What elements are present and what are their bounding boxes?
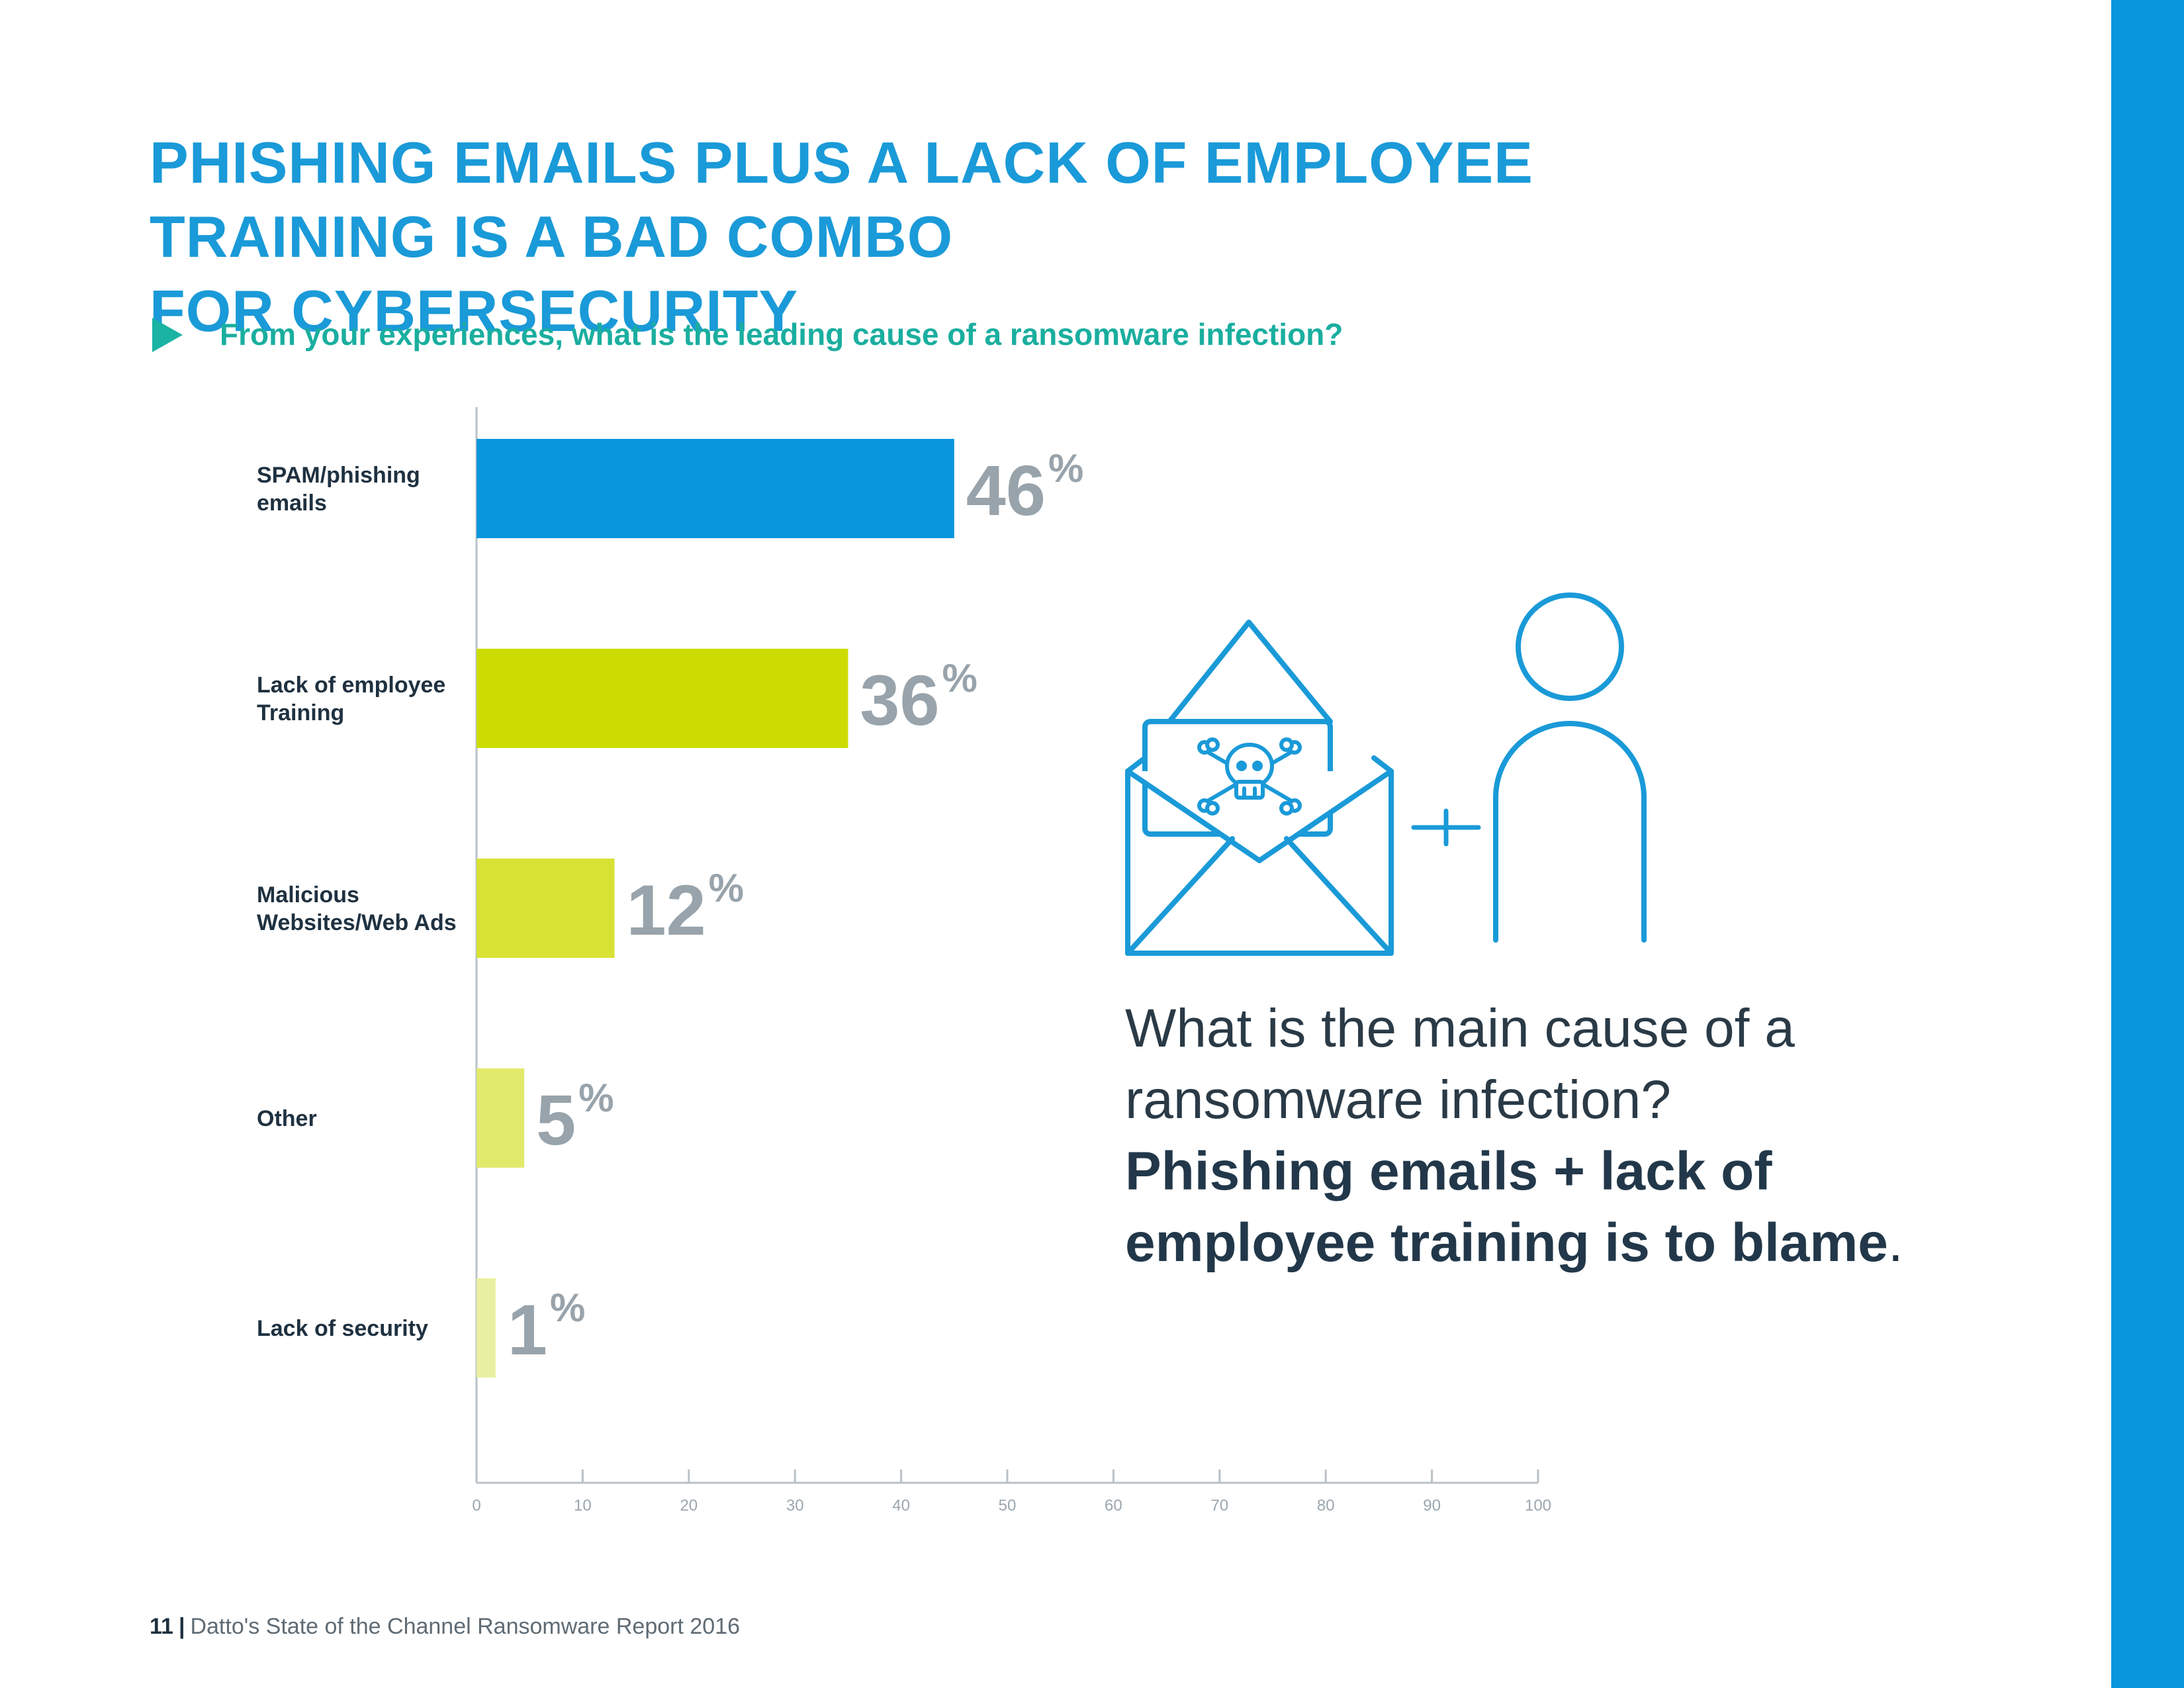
x-tick-label: 70 — [1210, 1497, 1228, 1515]
category-label: Lack of security — [257, 1316, 428, 1341]
value-suffix: % — [942, 656, 978, 700]
page-number: 11 — [150, 1614, 173, 1639]
x-tick-label: 100 — [1525, 1497, 1551, 1515]
callout-period: . — [1888, 1213, 1903, 1273]
callout-line-1: What is the main cause of a — [1125, 998, 1795, 1058]
callout-line-3: Phishing emails + lack of — [1125, 1141, 1772, 1201]
callout-line-4: employee training is to blame — [1125, 1213, 1888, 1273]
value-label: 5 — [536, 1080, 576, 1160]
bar-4 — [477, 1278, 496, 1378]
category-label: SPAM/phishing — [257, 463, 420, 488]
callout-line-2: ransomware infection? — [1125, 1070, 1671, 1130]
x-tick-label: 20 — [680, 1497, 698, 1515]
person-icon — [1493, 592, 1647, 943]
x-tick-label: 90 — [1423, 1497, 1441, 1515]
value-suffix: % — [578, 1076, 614, 1120]
title-line-2: FOR CYBERSECURITY — [150, 278, 799, 344]
page-title: PHISHING EMAILS PLUS A LACK OF EMPLOYEE … — [150, 126, 1804, 348]
side-accent-band — [2111, 0, 2184, 1688]
x-tick-label: 0 — [472, 1497, 480, 1515]
callout-text: What is the main cause of a ransomware i… — [1125, 993, 2052, 1279]
bar-3 — [477, 1068, 525, 1168]
category-label: Lack of employee — [257, 673, 445, 698]
envelope-skull-icon — [1125, 620, 1394, 956]
value-label: 46 — [966, 450, 1046, 530]
title-line-1: PHISHING EMAILS PLUS A LACK OF EMPLOYEE … — [150, 130, 1533, 269]
bar-2 — [477, 859, 615, 958]
footer-text: Datto's State of the Channel Ransomware … — [190, 1614, 740, 1639]
category-label: Training — [257, 700, 344, 726]
x-tick-label: 10 — [574, 1497, 592, 1515]
x-tick-label: 60 — [1105, 1497, 1122, 1515]
category-label: Malicious — [257, 882, 359, 908]
category-label: Other — [257, 1106, 317, 1131]
bar-0 — [477, 439, 954, 538]
value-label: 12 — [627, 870, 706, 950]
survey-question: From your experiences, what is the leadi… — [220, 317, 1343, 352]
phishing-illustration — [1125, 592, 1647, 956]
footer-separator: | — [178, 1614, 185, 1639]
value-suffix: % — [1048, 446, 1083, 491]
category-label: Websites/Web Ads — [257, 910, 457, 935]
bar-1 — [477, 649, 848, 748]
value-suffix: % — [550, 1286, 585, 1330]
x-tick-label: 30 — [786, 1497, 804, 1515]
value-label: 36 — [860, 660, 939, 740]
x-tick-label: 40 — [892, 1497, 910, 1515]
play-arrow-icon — [152, 318, 183, 352]
value-suffix: % — [709, 866, 744, 910]
category-label: emails — [257, 491, 327, 516]
x-tick-label: 80 — [1317, 1497, 1335, 1515]
value-label: 1 — [508, 1289, 547, 1370]
page-footer: 11 | Datto's State of the Channel Ransomwa… — [150, 1610, 740, 1643]
x-tick-label: 50 — [999, 1497, 1017, 1515]
plus-icon — [1411, 808, 1481, 847]
